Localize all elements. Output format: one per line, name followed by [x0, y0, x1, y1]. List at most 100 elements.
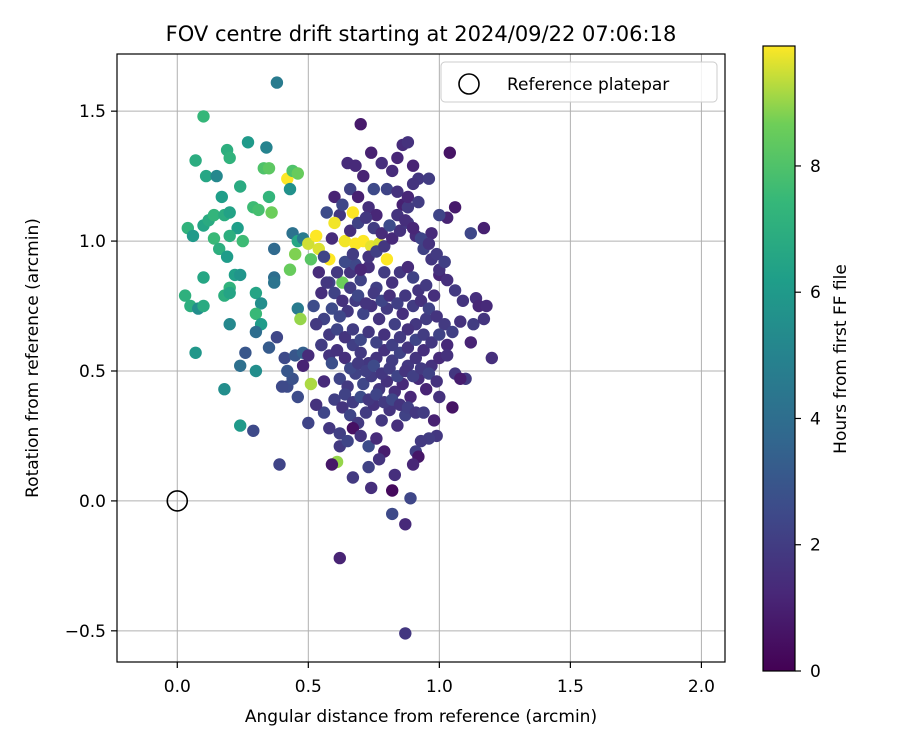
y-tick-label: 0.5 — [79, 362, 106, 382]
data-point — [401, 136, 415, 149]
data-point — [247, 424, 260, 437]
data-point — [218, 383, 231, 396]
data-point — [346, 206, 360, 219]
data-point — [231, 221, 244, 235]
data-point — [223, 151, 236, 165]
data-point — [485, 351, 498, 365]
data-point — [362, 440, 375, 453]
data-point — [375, 414, 388, 427]
data-point — [446, 401, 459, 414]
data-point — [310, 229, 323, 243]
data-point — [401, 260, 415, 274]
data-point — [315, 338, 328, 352]
colorbar-tick-label: 2 — [810, 536, 821, 556]
data-point — [383, 362, 396, 375]
data-point — [344, 409, 357, 422]
data-point — [422, 302, 436, 315]
data-point — [354, 273, 367, 287]
data-point — [291, 390, 304, 404]
data-point — [270, 76, 284, 89]
data-point — [362, 460, 375, 474]
data-point — [336, 401, 349, 414]
data-point — [239, 346, 252, 359]
data-point — [234, 419, 247, 432]
data-point — [367, 286, 380, 300]
data-point — [349, 159, 362, 172]
data-point — [480, 299, 493, 313]
x-axis-label: Angular distance from reference (arcmin) — [245, 707, 597, 727]
data-point — [425, 336, 438, 349]
data-point — [375, 227, 388, 240]
data-point — [338, 331, 352, 344]
data-point — [223, 229, 236, 243]
data-point — [333, 372, 346, 385]
data-point — [372, 453, 386, 466]
plot-frame — [116, 53, 726, 663]
data-point — [433, 390, 446, 404]
data-point — [338, 351, 352, 365]
x-tick-label: 0.5 — [295, 677, 322, 697]
data-point — [359, 297, 373, 310]
data-point — [189, 154, 202, 167]
data-point — [338, 255, 352, 269]
colorbar-label: Hours from first FF file — [831, 264, 851, 454]
data-point — [430, 375, 443, 388]
data-point — [406, 370, 420, 383]
data-point — [249, 325, 263, 339]
data-point — [454, 372, 467, 385]
chart-title: FOV centre drift starting at 2024/09/22 … — [166, 22, 677, 46]
legend-box — [440, 61, 718, 103]
data-point — [304, 253, 318, 266]
data-point — [330, 323, 344, 336]
data-point — [401, 201, 415, 214]
data-point — [433, 328, 446, 341]
data-point — [328, 286, 341, 300]
data-point — [362, 201, 375, 214]
data-point — [456, 294, 470, 307]
data-point — [330, 344, 344, 357]
data-point — [406, 221, 420, 235]
data-point — [294, 312, 307, 326]
data-point — [270, 331, 284, 344]
y-axis: −0.5 0.0 0.5 1.0 1.5 — [65, 102, 117, 642]
data-point — [249, 364, 263, 378]
data-point — [234, 180, 247, 193]
data-point — [186, 229, 200, 243]
data-point — [291, 167, 304, 180]
data-point — [210, 169, 223, 183]
data-point — [289, 247, 302, 261]
data-point — [304, 377, 318, 391]
legend: Reference platepar — [440, 61, 718, 103]
data-point — [427, 289, 441, 302]
data-point — [441, 338, 454, 352]
colorbar-tick-label: 6 — [810, 283, 821, 303]
data-point — [333, 551, 346, 565]
data-point — [422, 367, 436, 380]
data-point — [464, 336, 477, 349]
data-point — [220, 250, 234, 263]
data-point — [325, 302, 339, 315]
data-point — [438, 255, 451, 269]
data-point — [338, 234, 352, 248]
data-point — [467, 318, 480, 331]
data-point — [399, 214, 412, 227]
data-point — [262, 341, 276, 354]
data-point — [477, 312, 491, 326]
data-point — [399, 627, 412, 640]
data-point — [430, 310, 443, 323]
y-axis-label: Rotation from reference (arcmin) — [23, 218, 43, 498]
data-point — [330, 266, 344, 279]
data-point — [307, 299, 320, 313]
data-point — [320, 206, 333, 219]
data-point — [386, 507, 399, 521]
data-point — [414, 434, 428, 448]
data-point — [391, 297, 404, 310]
data-point — [317, 250, 331, 263]
data-point — [351, 289, 365, 302]
data-point — [262, 162, 276, 175]
data-point — [420, 383, 433, 396]
data-point — [370, 208, 383, 222]
y-tick-label: 1.0 — [79, 232, 106, 252]
data-point — [420, 279, 433, 292]
